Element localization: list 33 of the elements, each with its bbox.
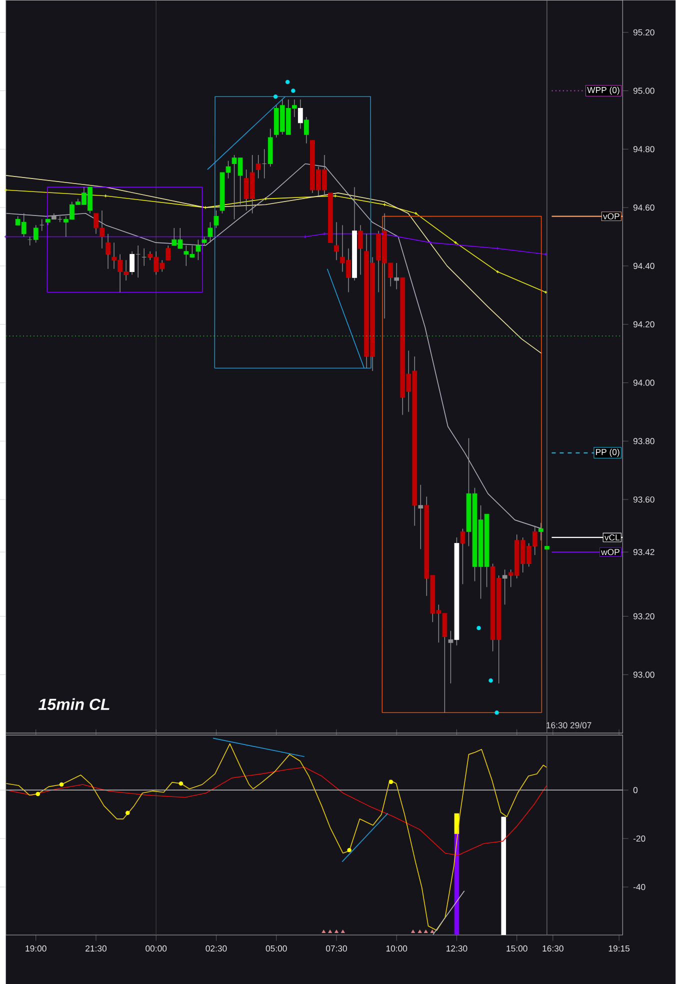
x-tick-label: 21:30 (86, 945, 107, 952)
y-tick-label: 95.20 (634, 29, 655, 36)
y-tick-label: 93.00 (634, 672, 655, 678)
y-tick-label: 94.40 (634, 262, 655, 270)
y-tick-label: 94.80 (634, 146, 655, 152)
y-tick-label: 94.20 (634, 321, 655, 328)
ref-line-label: WPP (0) (587, 86, 620, 95)
text: 15min CL (38, 698, 110, 710)
y-tick-label: -40 (634, 884, 646, 890)
ref-line-label: PP (0) (596, 448, 620, 457)
x-tick-label: 00:00 (146, 945, 167, 952)
y-tick-label: 93.42 (634, 548, 654, 556)
y-tick-label: 93.80 (634, 438, 655, 444)
annotation: 16:30 29/07 (546, 722, 592, 728)
ref-line-label: wOP (601, 548, 620, 556)
y-tick-label: 94.00 (634, 380, 655, 386)
y-tick-label: 93.20 (634, 613, 655, 620)
x-tick-label: 19:15 (609, 945, 630, 952)
y-tick-label: 95.00 (634, 88, 655, 94)
x-tick-label: 19:00 (26, 945, 47, 952)
x-tick-label: 12:30 (446, 945, 468, 952)
x-tick-label: 15:00 (506, 945, 528, 952)
y-tick-label: 94.60 (634, 204, 655, 211)
x-tick-label: 10:00 (386, 945, 408, 952)
x-tick-label: 02:30 (206, 945, 227, 952)
x-tick-label: 07:30 (326, 945, 348, 952)
ref-line-label: vOP (603, 213, 620, 220)
y-tick-label: 93.60 (634, 496, 655, 503)
y-tick-label: 0 (634, 787, 638, 794)
x-tick-label: 05:00 (266, 945, 288, 952)
y-tick-label: -20 (634, 835, 646, 842)
x-tick-label: 16:30 (542, 945, 564, 952)
ref-line-label: vCL (604, 534, 620, 541)
